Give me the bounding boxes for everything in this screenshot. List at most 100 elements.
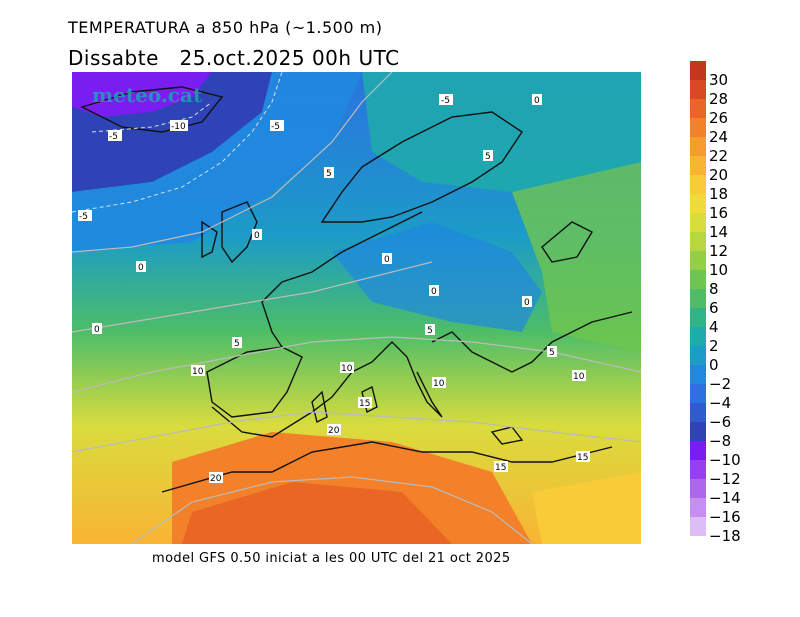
svg-text:15: 15 [495,463,506,473]
contour-label: 0 [429,285,439,297]
chart-subtitle: Dissabte 25.oct.2025 00h UTC [68,46,400,70]
contour-label: 20 [327,424,341,436]
svg-text:-10: -10 [171,122,186,132]
svg-text:15: 15 [577,453,588,463]
contour-label: 10 [572,370,586,382]
legend-swatch [690,403,706,422]
chart-title: TEMPERATURA a 850 hPa (~1.500 m) [68,18,383,37]
svg-text:10: 10 [573,372,585,382]
svg-text:-5: -5 [441,96,450,106]
contour-label: -5 [108,130,122,142]
model-info-footer: model GFS 0.50 iniciat a les 00 UTC del … [152,551,511,566]
legend-swatch [690,365,706,384]
contour-label: -10 [170,120,188,132]
svg-text:20: 20 [210,474,222,484]
legend-label: 30 [709,71,729,89]
svg-text:0: 0 [94,325,100,335]
legend-swatch [690,460,706,479]
legend-label: 24 [709,128,729,146]
legend-label: 14 [709,223,729,241]
legend-label: 10 [709,261,729,279]
hot-zone-sahara [182,482,452,544]
legend-label: −16 [709,508,741,526]
legend-swatch [690,479,706,498]
contour-label: 10 [340,362,354,374]
legend-label: −2 [709,375,732,393]
legend-swatch [690,384,706,403]
legend-label: 12 [709,242,729,260]
legend-swatch [690,156,706,175]
contour-label: 15 [494,461,508,473]
legend-swatch [690,346,706,365]
legend-swatch [690,213,706,232]
cool-zone-atlantic [72,72,362,252]
legend-label: −18 [709,527,741,545]
svg-text:15: 15 [359,399,370,409]
legend-label: −10 [709,451,741,469]
legend-swatch [690,137,706,156]
contour-label: 10 [191,365,205,377]
contour-label: 10 [432,377,446,389]
contour-label: -5 [439,94,453,106]
legend-swatch [690,498,706,517]
contour-label: 0 [532,94,542,106]
color-legend [690,61,706,536]
svg-text:0: 0 [138,263,144,273]
meteocat-logo: meteo.cat [92,83,203,107]
legend-label: 0 [709,356,719,374]
contour-labels: -5 0 -10 -5 -5 5 -5 0 0 0 5 0 0 0 5 5 5 … [78,94,590,484]
legend-label: 20 [709,166,729,184]
legend-label: −12 [709,470,741,488]
contour-label: 5 [232,337,242,349]
legend-label: −14 [709,489,741,507]
central-europe-zone [332,222,542,332]
legend-swatch [690,194,706,213]
contour-label: 15 [576,451,590,463]
contour-label: 0 [522,296,532,308]
legend-swatch [690,327,706,346]
svg-text:5: 5 [427,326,433,336]
svg-text:0: 0 [384,255,390,265]
legend-label: −6 [709,413,732,431]
contour-label: 20 [209,472,223,484]
temperature-map: -5 0 -10 -5 -5 5 -5 0 0 0 5 0 0 0 5 5 5 … [72,72,641,544]
legend-label: 4 [709,318,719,336]
legend-label: 28 [709,90,729,108]
legend-label: 8 [709,280,719,298]
svg-text:0: 0 [524,298,530,308]
legend-swatch [690,251,706,270]
contour-label: 0 [252,229,262,241]
svg-text:-5: -5 [79,212,88,222]
legend-swatch [690,422,706,441]
svg-text:0: 0 [254,231,260,241]
legend-swatch [690,308,706,327]
legend-swatch [690,80,706,99]
legend-swatch [690,99,706,118]
legend-swatch [690,232,706,251]
svg-text:5: 5 [485,152,491,162]
legend-swatch [690,61,706,80]
svg-text:0: 0 [534,96,540,106]
legend-swatch [690,118,706,137]
legend-label: −4 [709,394,732,412]
very-cold-zone [72,72,212,117]
contour-label: -5 [78,210,92,222]
legend-label: 6 [709,299,719,317]
contour-label: 15 [358,397,372,409]
svg-text:-5: -5 [271,122,280,132]
legend-swatch [690,175,706,194]
svg-text:-5: -5 [109,132,118,142]
legend-label: 2 [709,337,719,355]
svg-text:5: 5 [326,169,332,179]
warm-zone-east-africa [532,472,641,544]
contour-label: 5 [483,150,493,162]
legend-label: 18 [709,185,729,203]
legend-swatch [690,270,706,289]
svg-text:10: 10 [341,364,353,374]
contour-label: 5 [425,324,435,336]
legend-label: −8 [709,432,732,450]
svg-text:5: 5 [549,348,555,358]
contour-lines [72,72,641,544]
svg-text:10: 10 [433,379,445,389]
legend-label: 26 [709,109,729,127]
